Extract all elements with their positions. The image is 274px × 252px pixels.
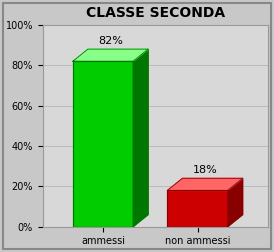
- Title: CLASSE SECONDA: CLASSE SECONDA: [86, 6, 225, 20]
- Polygon shape: [133, 49, 148, 227]
- Text: 18%: 18%: [193, 165, 217, 175]
- Bar: [73, 61, 133, 227]
- Bar: [167, 191, 228, 227]
- Polygon shape: [167, 178, 243, 191]
- Polygon shape: [228, 178, 243, 227]
- Polygon shape: [73, 49, 148, 61]
- Text: 82%: 82%: [98, 36, 123, 46]
